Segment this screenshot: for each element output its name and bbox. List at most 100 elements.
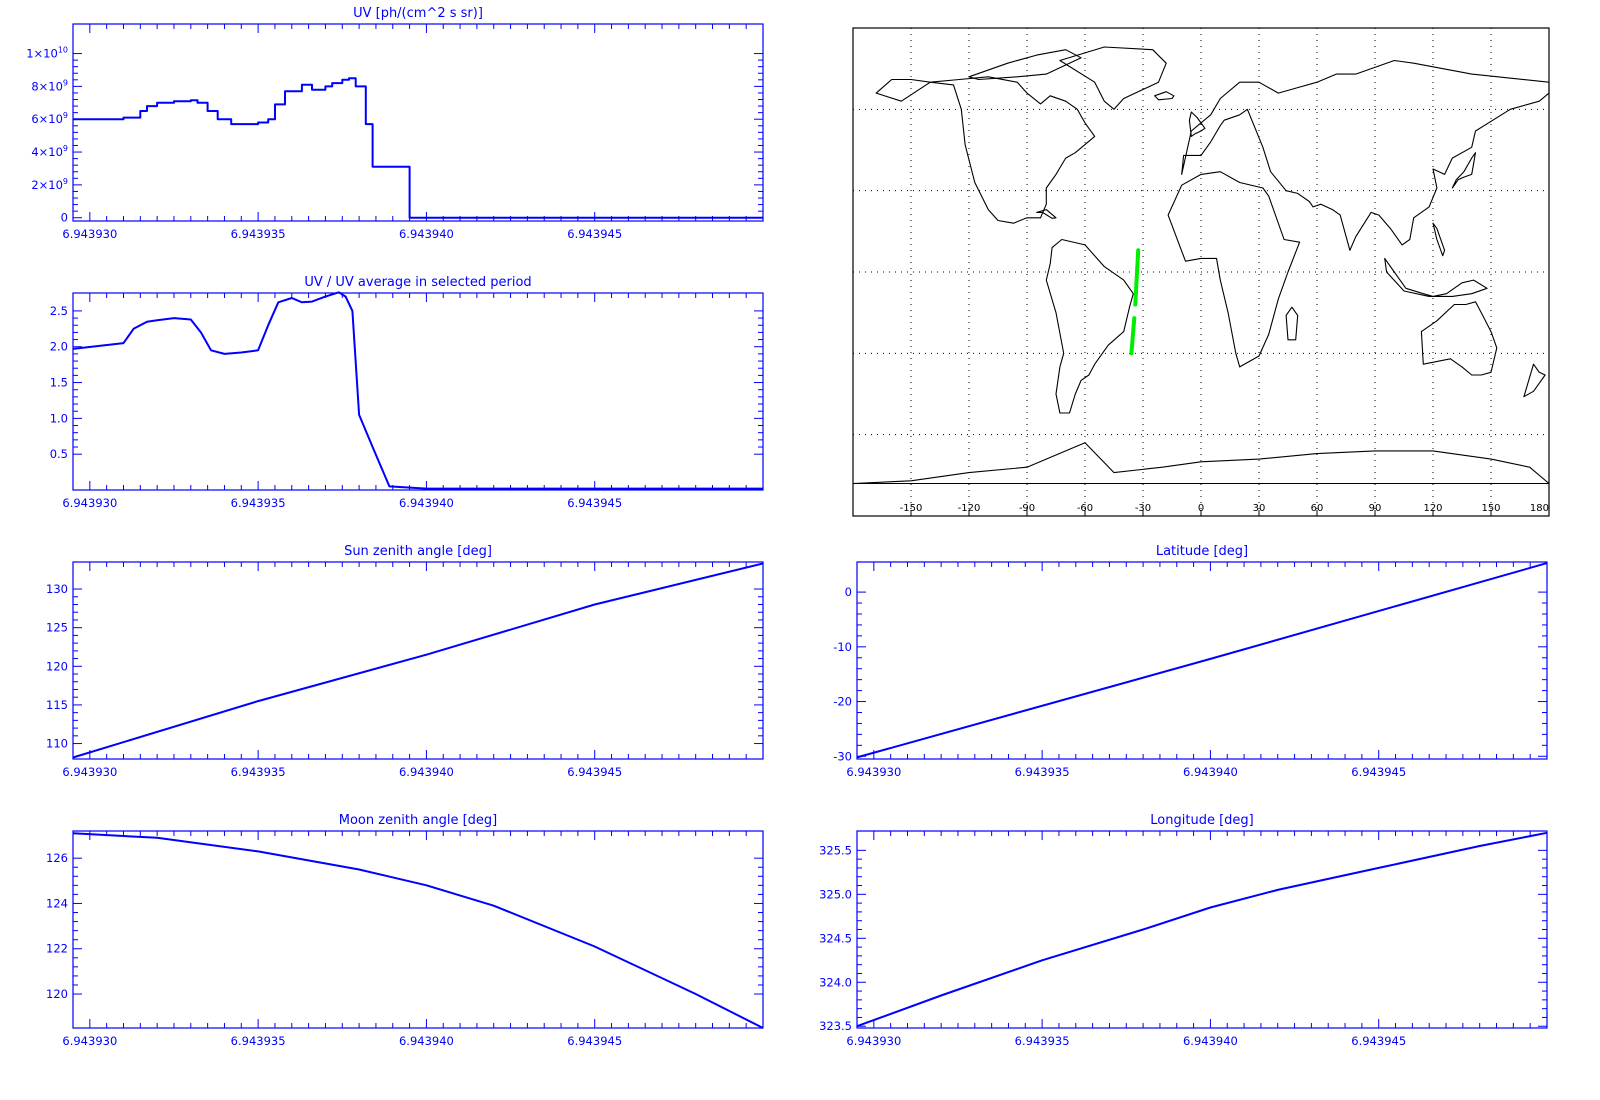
y-tick-label-base: 6×10 (31, 112, 63, 126)
lon-tick-label: 180 (1530, 503, 1549, 514)
x-tick-label: 6.943930 (62, 496, 117, 510)
coastline-madagascar (1285, 306, 1299, 341)
x-tick-label: 6.943945 (567, 765, 622, 779)
lon-tick-label: -90 (1019, 503, 1035, 514)
x-tick-label: 6.943945 (567, 496, 622, 510)
y-tick-label-base: 0 (61, 211, 68, 225)
y-tick-label: 324.0 (819, 975, 852, 989)
y-tick-label-exponent: 9 (63, 111, 68, 120)
panel-sun-zenith-chart: Sun zenith angle [deg] 6.943930 6.943935 6.… (46, 544, 764, 779)
panel-moon-zenith-chart: Moon zenith angle [deg] 6.943930 6.943935 6… (46, 813, 764, 1048)
y-tick-label-exponent: 9 (63, 177, 68, 186)
y-tick-label-base: 8×10 (31, 79, 63, 93)
satellite-track (1129, 316, 1137, 356)
coastline-antarctica (852, 442, 1550, 485)
y-tick-label: 1×1010 (26, 46, 68, 61)
y-tick-label-exponent: 9 (63, 144, 68, 153)
y-tick-label: -10 (833, 640, 852, 654)
panel-uv-chart: UV [ph/(cm^2 s sr)] 6.943930 6.943935 6.943… (26, 6, 764, 241)
panel-uv-ratio-chart: UV / UV average in selected period 6.9439… (50, 275, 764, 510)
y-tick-label: 2.0 (50, 340, 68, 354)
x-tick-label: 6.943930 (62, 765, 117, 779)
x-tick-label: 6.943935 (231, 765, 286, 779)
world-map: -150 -120 -90 -60 -30 0 30 60 90 120 150 180 (852, 27, 1550, 517)
chart-title: Longitude [deg] (1150, 813, 1253, 828)
y-tick-label: 120 (46, 659, 68, 673)
y-tick-label: 130 (46, 582, 68, 596)
lon-tick-label: -30 (1135, 503, 1151, 514)
x-tick-label: 6.943935 (1015, 1034, 1070, 1048)
y-tick-label: 325.5 (819, 843, 852, 857)
x-tick-label: 6.943935 (1015, 765, 1070, 779)
lon-tick-label: 60 (1311, 503, 1324, 514)
y-tick-label: 0 (61, 211, 68, 225)
plot-frame (72, 292, 764, 491)
series-line (856, 562, 1548, 759)
chart-title: Latitude [deg] (1156, 544, 1248, 559)
coastline-australia (1420, 301, 1498, 376)
x-tick-label: 6.943940 (1183, 765, 1238, 779)
y-tick-label: 115 (46, 698, 68, 712)
series-line (72, 832, 764, 1029)
y-tick-label-base: 1×10 (26, 47, 58, 61)
y-tick-label: 2.5 (50, 304, 68, 318)
x-tick-label: 6.943930 (62, 1034, 117, 1048)
y-tick-label: 124 (46, 896, 68, 910)
x-tick-label: 6.943930 (846, 765, 901, 779)
y-tick-label-exponent: 10 (58, 46, 68, 55)
x-tick-label: 6.943940 (399, 227, 454, 241)
lon-tick-label: -60 (1077, 503, 1093, 514)
y-tick-label: 125 (46, 621, 68, 635)
x-tick-label: 6.943945 (1351, 1034, 1406, 1048)
x-tick-label: 6.943940 (399, 1034, 454, 1048)
coastline-cuba (1036, 209, 1057, 219)
x-tick-label: 6.943935 (231, 227, 286, 241)
coastline-south-america (1045, 238, 1134, 414)
y-tick-label: 126 (46, 851, 68, 865)
x-tick-label: 6.943935 (231, 496, 286, 510)
y-tick-label: -20 (833, 695, 852, 709)
y-tick-label: 8×109 (31, 78, 68, 93)
plot-frame (856, 561, 1548, 760)
series-line (856, 831, 1548, 1028)
y-tick-label-base: 4×10 (31, 145, 63, 159)
series-line (72, 291, 763, 490)
lon-tick-label: 150 (1481, 503, 1500, 514)
x-tick-label: 6.943930 (846, 1034, 901, 1048)
coastline-britain (1188, 111, 1206, 137)
y-tick-label: 324.5 (819, 931, 852, 945)
x-tick-label: 6.943940 (399, 496, 454, 510)
y-tick-label: -30 (833, 749, 852, 763)
y-tick-label: 323.5 (819, 1019, 852, 1033)
plot-frame (72, 830, 764, 1029)
y-tick-label: 120 (46, 987, 68, 1001)
coastline-philippines (1432, 222, 1446, 257)
plot-frame (72, 23, 764, 222)
lon-tick-label: -120 (958, 503, 981, 514)
y-tick-label: 1.5 (50, 376, 68, 390)
coastline-indonesia (1384, 257, 1488, 297)
y-tick-label: 6×109 (31, 111, 68, 126)
y-tick-label-base: 2×10 (31, 178, 63, 192)
y-tick-label: 4×109 (31, 144, 68, 159)
plot-frame (856, 830, 1548, 1029)
coastline-japan (1451, 152, 1477, 189)
chart-title: UV [ph/(cm^2 s sr)] (353, 6, 483, 21)
coastline-canadian-arctic (968, 49, 1082, 81)
x-tick-label: 6.943935 (231, 1034, 286, 1048)
chart-title: UV / UV average in selected period (304, 275, 531, 290)
series-line (73, 77, 763, 219)
coastline-africa (1167, 171, 1301, 368)
x-tick-label: 6.943945 (1351, 765, 1406, 779)
panel-longitude-chart: Longitude [deg] 6.943930 6.943935 6.943940 6… (819, 813, 1548, 1048)
coastline-north-america (875, 76, 1096, 224)
y-tick-label: 2×109 (31, 177, 68, 192)
chart-title: Moon zenith angle [deg] (339, 813, 497, 828)
x-tick-label: 6.943945 (567, 1034, 622, 1048)
coastline-eurasia (1181, 59, 1550, 251)
series-line (72, 562, 764, 759)
chart-title: Sun zenith angle [deg] (344, 544, 492, 559)
y-tick-label: 1.0 (50, 411, 68, 425)
lon-tick-label: 90 (1369, 503, 1382, 514)
